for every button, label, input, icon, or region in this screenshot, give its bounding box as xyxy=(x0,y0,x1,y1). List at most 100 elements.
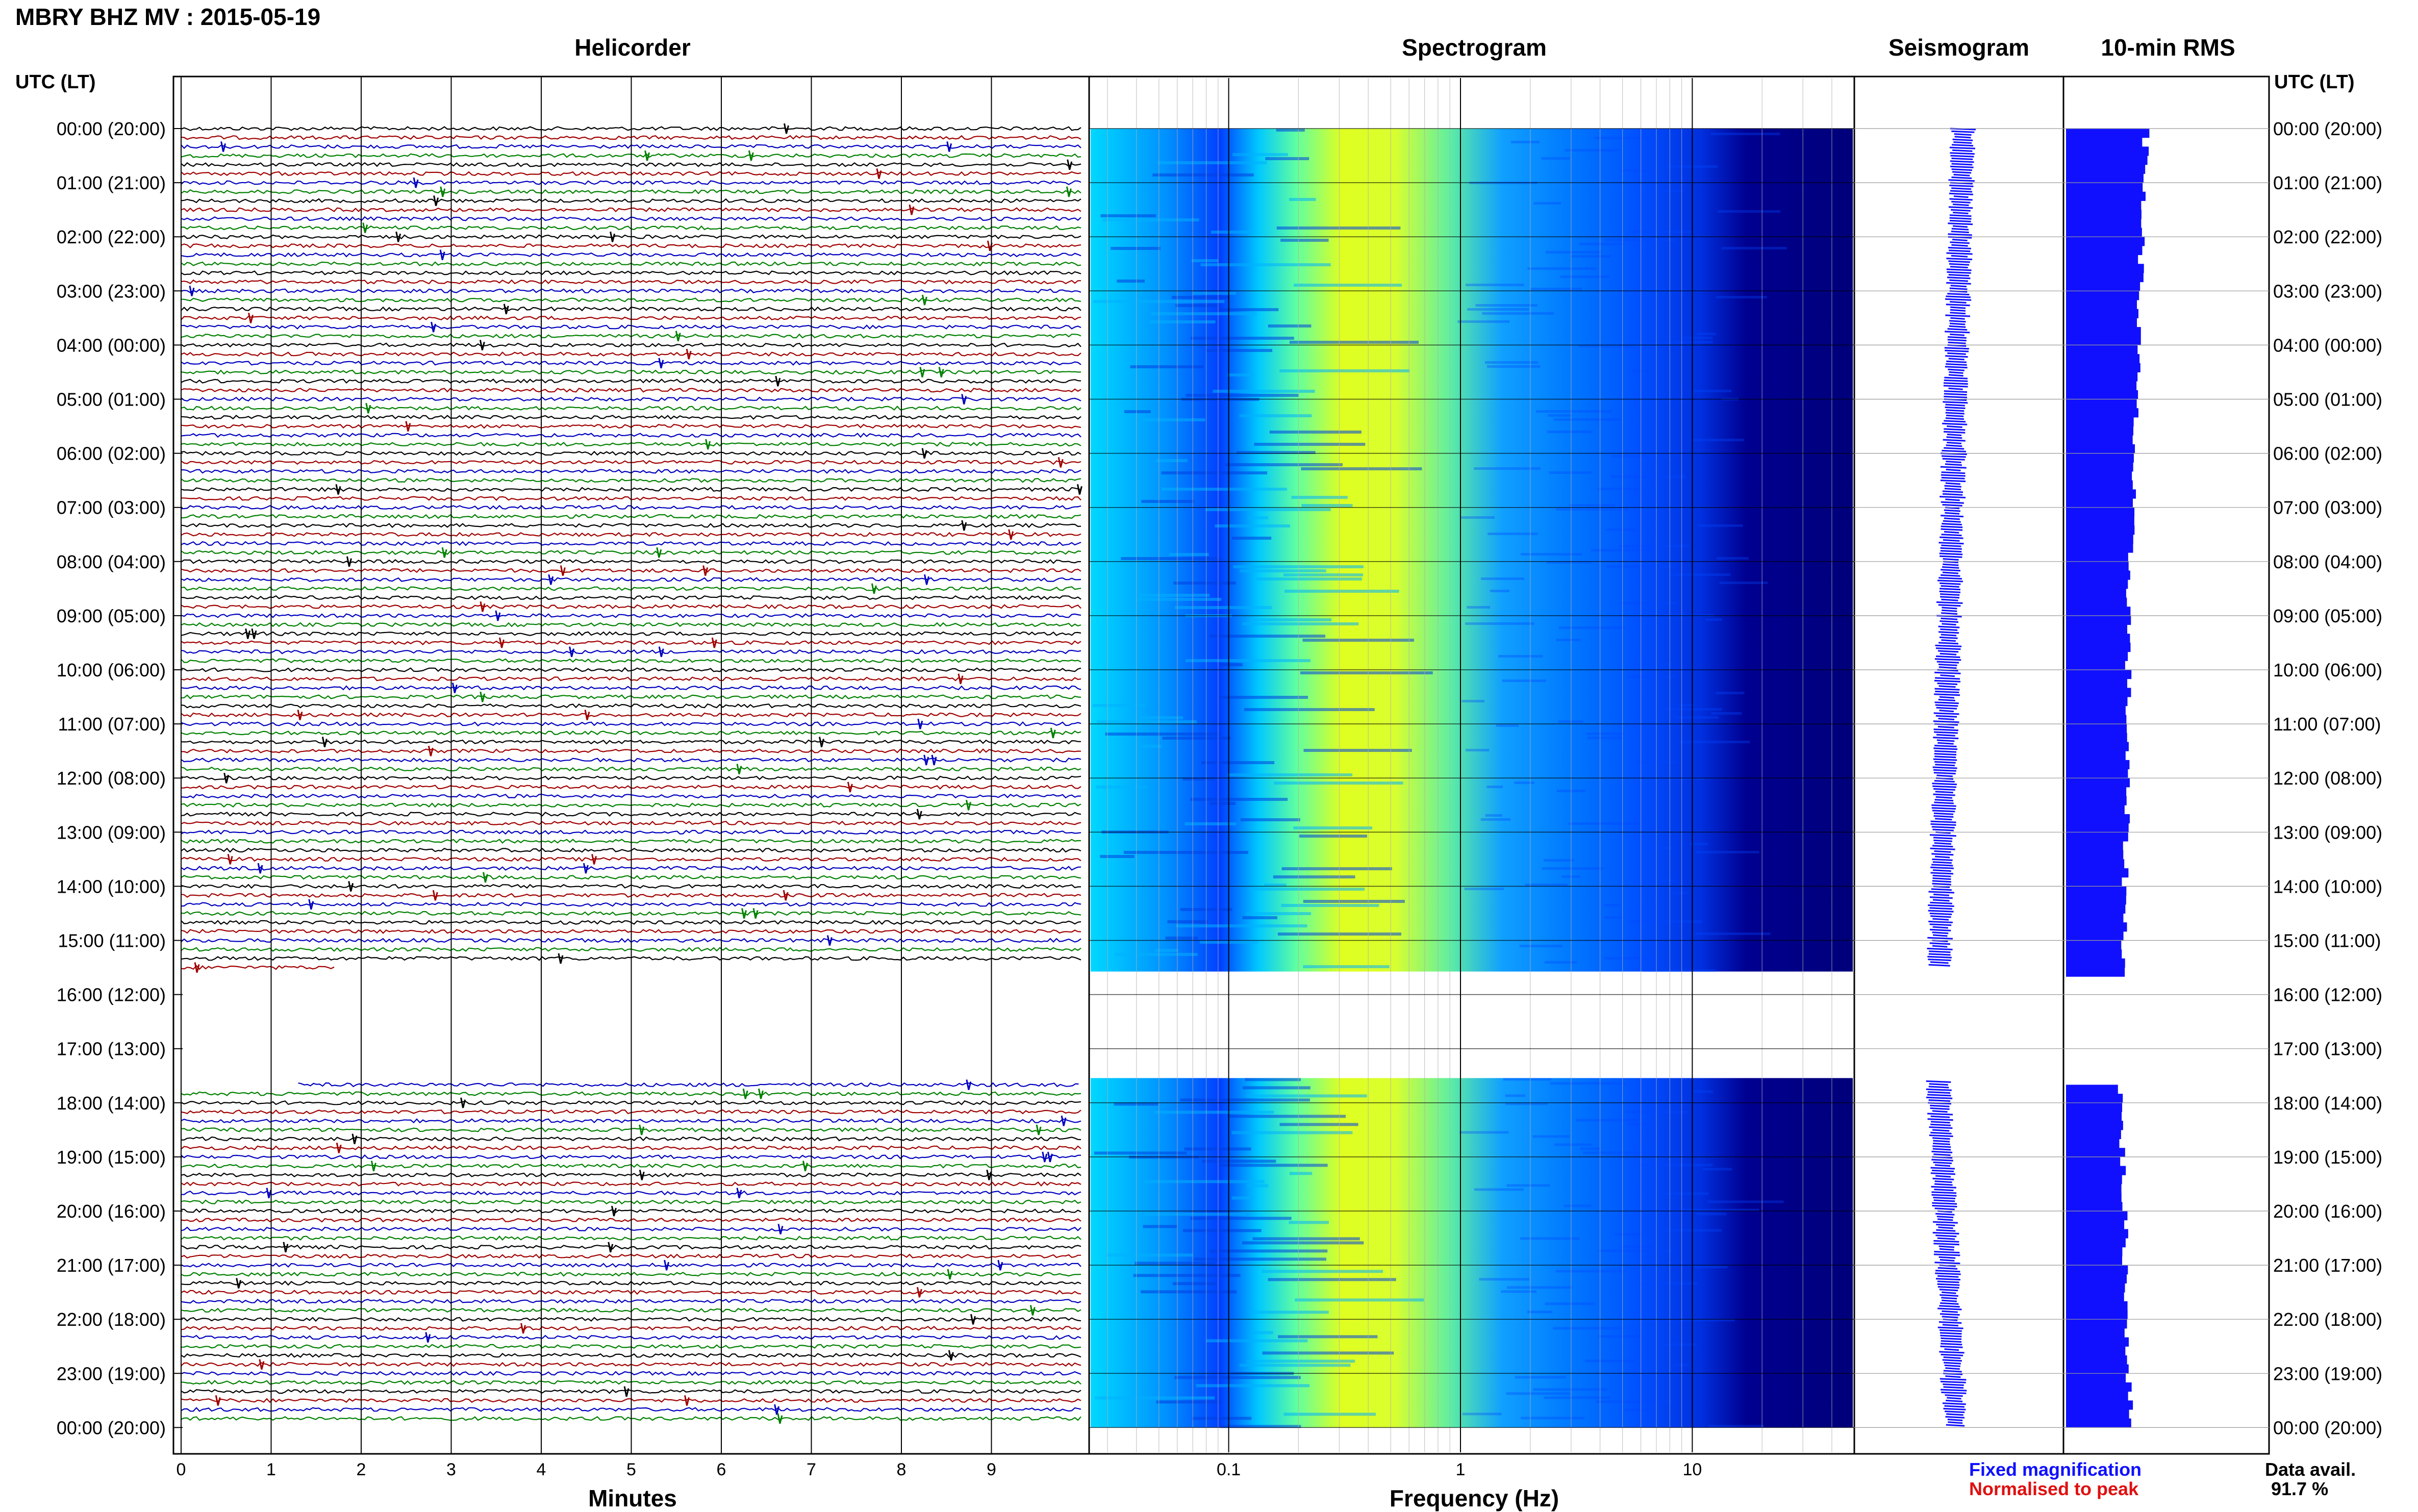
spectrogram-texture xyxy=(1467,308,1529,311)
helicorder-event xyxy=(686,348,692,360)
helicorder-event xyxy=(752,908,759,919)
rms-bar xyxy=(2066,1238,2126,1248)
helicorder-event xyxy=(948,1350,954,1361)
spectrogram-texture xyxy=(1268,324,1312,327)
rms-bar xyxy=(2066,210,2142,219)
spectrogram-texture xyxy=(1515,1376,1566,1379)
helicorder-event xyxy=(1029,1305,1036,1316)
rms-bar xyxy=(2066,309,2138,318)
rms-bar xyxy=(2066,877,2122,887)
hour-label-right: 00:00 (20:00) xyxy=(2273,1417,2382,1438)
rms-bar xyxy=(2066,886,2127,896)
rms-bar xyxy=(2066,489,2136,499)
helicorder-event xyxy=(961,394,967,405)
spectrogram-texture xyxy=(1544,859,1574,862)
spectrogram-texture xyxy=(1639,1282,1698,1285)
spectrogram-texture xyxy=(1106,1253,1193,1257)
helicorder-event xyxy=(758,1088,764,1099)
spectrogram-block xyxy=(1091,129,1853,972)
helicorder-event xyxy=(503,304,509,315)
helicorder-event xyxy=(916,809,922,820)
hour-label-left: 01:00 (21:00) xyxy=(57,172,166,193)
helicorder-event xyxy=(748,150,754,161)
spectrogram-texture xyxy=(1474,1188,1524,1191)
rms-bar xyxy=(2066,146,2149,156)
rms-bar xyxy=(2066,634,2130,643)
helicorder-event xyxy=(245,628,251,639)
helicorder-event xyxy=(548,574,554,585)
hour-label-right: 19:00 (15:00) xyxy=(2273,1147,2382,1168)
rms-bar xyxy=(2066,399,2137,409)
spectrogram-texture xyxy=(1560,275,1609,278)
legend-fixed-magnification: Fixed magnification xyxy=(1969,1459,2142,1480)
spectrogram-texture xyxy=(1487,786,1503,788)
spectrogram-texture xyxy=(1505,1094,1526,1097)
helicorder-event xyxy=(623,1386,629,1397)
rms-bar xyxy=(2066,1229,2128,1239)
frequency-tick-label: 10 xyxy=(1682,1460,1702,1479)
spectrogram-texture xyxy=(1697,1213,1727,1216)
spectrogram-texture xyxy=(1501,1290,1537,1293)
rms-bar xyxy=(2066,1292,2124,1302)
spectrogram-texture xyxy=(1143,1225,1177,1228)
helicorder-event xyxy=(639,1169,645,1180)
spectrogram-texture xyxy=(1586,733,1624,735)
spectrogram-texture xyxy=(1192,259,1219,262)
spectrogram-texture xyxy=(1180,1098,1310,1102)
rms-bar xyxy=(2066,1175,2122,1185)
helicorder-event xyxy=(705,439,711,450)
helicorder-event xyxy=(966,1079,972,1090)
helicorder-event xyxy=(395,231,401,242)
spectrogram-texture xyxy=(1232,153,1288,156)
spectrogram-texture xyxy=(1658,1229,1722,1232)
hour-label-right: 12:00 (08:00) xyxy=(2273,768,2382,789)
spectrogram-texture xyxy=(1175,304,1219,307)
spectrogram-texture xyxy=(1498,655,1543,658)
rms-bar xyxy=(2066,651,2128,661)
spectrogram-texture xyxy=(1139,716,1183,719)
spectrogram-texture xyxy=(1202,1160,1276,1163)
spectrogram-texture xyxy=(1549,471,1592,474)
helicorder-event xyxy=(639,1124,645,1136)
spectrogram-texture xyxy=(1692,439,1745,441)
spectrogram-texture xyxy=(1479,1278,1529,1281)
rms-bar xyxy=(2066,1211,2128,1221)
spectrogram-texture xyxy=(1149,320,1216,323)
rms-bar xyxy=(2066,940,2122,950)
rms-bar xyxy=(2066,561,2129,571)
hour-label-left: 02:00 (22:00) xyxy=(57,226,166,247)
rms-bar xyxy=(2066,642,2131,652)
spectrogram-texture xyxy=(1213,390,1315,393)
hour-label-right: 14:00 (10:00) xyxy=(2273,876,2382,897)
rms-bar xyxy=(2066,408,2138,418)
helicorder-event xyxy=(257,863,263,874)
helicorder-event xyxy=(425,1332,431,1343)
rms-bar xyxy=(2066,200,2142,210)
spectrogram-texture xyxy=(1710,133,1780,135)
helicorder-event xyxy=(336,1142,342,1153)
hour-label-left: 20:00 (16:00) xyxy=(57,1201,166,1222)
spectrogram-texture xyxy=(1636,761,1677,764)
rms-bar xyxy=(2066,778,2130,788)
spectrogram-texture xyxy=(1568,822,1641,825)
rms-bar xyxy=(2066,1094,2123,1103)
spectrogram-texture xyxy=(1473,467,1541,470)
spectrogram-texture xyxy=(1575,1119,1638,1122)
spectrogram-texture xyxy=(1265,157,1309,160)
spectrogram-texture xyxy=(1535,410,1611,413)
spectrogram-texture xyxy=(1679,741,1750,743)
spectrogram-block xyxy=(1091,1078,1853,1428)
rms-bar xyxy=(2066,967,2125,977)
spectrogram-texture xyxy=(1475,304,1538,307)
spectrogram-texture xyxy=(1564,1204,1592,1207)
spectrogram-texture xyxy=(1692,390,1732,392)
spectrogram-texture xyxy=(1100,214,1156,217)
spectrogram-texture xyxy=(1262,1270,1383,1273)
rms-bar xyxy=(2066,1346,2126,1356)
minute-tick-label: 2 xyxy=(357,1460,366,1479)
spectrogram-texture xyxy=(1555,1270,1625,1273)
hour-label-left: 03:00 (23:00) xyxy=(57,281,166,301)
hour-label-right: 05:00 (01:00) xyxy=(2273,389,2382,410)
rms-bar xyxy=(2066,345,2138,355)
